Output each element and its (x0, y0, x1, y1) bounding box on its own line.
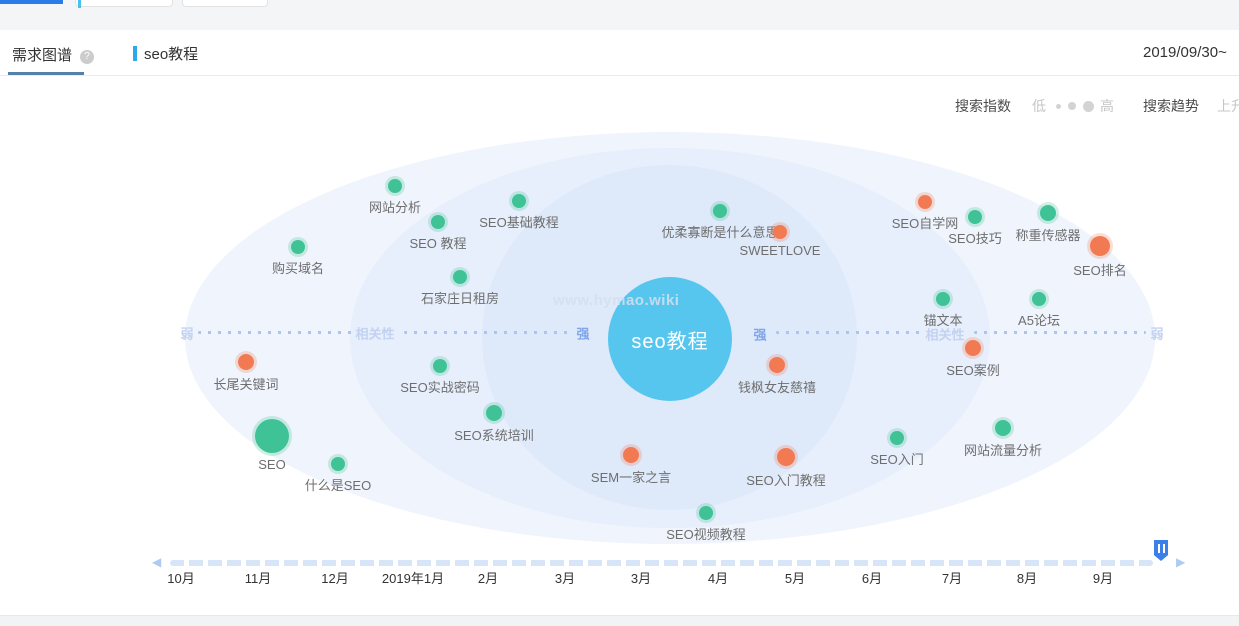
relevance-dotted-line (404, 331, 570, 334)
timeline-prev-icon[interactable]: ◀ (152, 555, 162, 569)
keyword-node-label: 购买域名 (271, 261, 325, 276)
legend-high-label: 高 (1100, 98, 1114, 114)
relevance-dotted-line (776, 331, 924, 334)
keyword-node-label: SEO (258, 457, 286, 472)
legend-low-label: 低 (1032, 98, 1046, 114)
tab-label: 需求图谱 (12, 47, 73, 64)
trend-down-dot (995, 420, 1011, 436)
trend-up-dot (238, 354, 254, 370)
keyword-node-label: SEO系统培训 (454, 428, 534, 443)
top-strip (0, 0, 1239, 31)
trend-down-dot (1040, 205, 1056, 221)
watermark: www.hymao.wiki (553, 292, 680, 309)
trend-down-dot (968, 210, 982, 224)
trend-down-dot (1032, 292, 1046, 306)
trend-down-dot (890, 431, 904, 445)
trend-up-dot (623, 447, 639, 463)
keyword-node-label: 称重传感器 (1015, 228, 1081, 243)
trend-down-dot (331, 457, 345, 471)
center-keyword-label: seo教程 (631, 330, 709, 353)
timeline-month-label: 2019年1月 (381, 571, 445, 586)
timeline-month-label: 8月 (1016, 571, 1038, 586)
keyword-node-label: SEO排名 (1073, 263, 1127, 278)
date-range: 2019/09/30~ (1143, 44, 1227, 61)
active-tab-underline (8, 72, 84, 75)
caret-mark-icon (78, 0, 81, 8)
keyword-title: seo教程 (144, 46, 199, 63)
timeline-month-label: 11月 (244, 571, 272, 586)
size-dot-small-icon (1056, 104, 1061, 109)
keyword-node-label: A5论坛 (1018, 313, 1060, 328)
keyword-node-label: SEM一家之言 (590, 470, 672, 485)
trend-rising-label: 上升 (1217, 98, 1239, 114)
keyword-node-label: SEO案例 (946, 363, 1000, 378)
keyword-node-label: 网站分析 (368, 200, 422, 215)
timeline-next-icon[interactable]: ▶ (1176, 555, 1186, 569)
trend-down-dot (486, 405, 502, 421)
trend-down-dot (936, 292, 950, 306)
trend-down-dot (255, 419, 289, 453)
chart-legend: 搜索指数 低 高 搜索趋势 上升 (0, 96, 1239, 116)
trend-down-dot (388, 179, 402, 193)
keyword-node-label: 什么是SEO (304, 478, 372, 493)
timeline-month-label: 4月 (707, 571, 729, 586)
trend-up-dot (918, 195, 932, 209)
keyword-marker (133, 46, 137, 61)
size-dot-large-icon (1083, 101, 1094, 112)
center-keyword-bubble[interactable]: seo教程 (608, 277, 732, 401)
keyword-node-label: SEO自学网 (891, 216, 959, 231)
panel-header: 需求图谱? seo教程 2019/09/30~ (0, 30, 1239, 76)
trend-up-dot (777, 448, 795, 466)
keyword-node-label: 钱枫女友慈禧 (737, 380, 817, 395)
relevance-dotted-line (974, 331, 1146, 334)
tab-demand-map[interactable]: 需求图谱? (12, 44, 95, 65)
timeline-month-label: 3月 (630, 571, 652, 586)
trend-up-dot (773, 225, 787, 239)
keyword-node-label: 优柔寡断是什么意思 (661, 225, 779, 240)
bottom-strip (0, 615, 1239, 626)
keyword-node-label: SEO技巧 (948, 231, 1002, 246)
trend-up-dot (769, 357, 785, 373)
trend-down-dot (291, 240, 305, 254)
keyword-node-label: SEO入门教程 (746, 473, 826, 488)
timeline-track[interactable] (170, 560, 1153, 566)
timeline-month-label: 9月 (1092, 571, 1114, 586)
top-partial-input-1 (75, 0, 173, 8)
trend-up-dot (1090, 236, 1110, 256)
timeline-month-label: 2月 (477, 571, 499, 586)
keyword-node-label: SEO视频教程 (666, 527, 746, 542)
timeline-month-label: 6月 (861, 571, 883, 586)
keyword-node-label: SEO入门 (870, 452, 924, 467)
timeline-month-label: 7月 (941, 571, 963, 586)
timeline-month-label: 10月 (167, 571, 195, 586)
trend-up-dot (965, 340, 981, 356)
keyword-node-label: 锚文本 (923, 313, 963, 328)
help-icon[interactable]: ? (80, 50, 95, 64)
keyword-node-label: 石家庄日租房 (420, 291, 500, 306)
keyword-node-label: SEO基础教程 (479, 215, 559, 230)
top-partial-input-2 (182, 0, 268, 7)
size-dot-medium-icon (1068, 102, 1076, 110)
relevance-dotted-line (198, 331, 358, 334)
timeline-slider-handle[interactable] (1154, 540, 1168, 561)
trend-down-dot (453, 270, 467, 284)
keyword-node-label: SWEETLOVE (739, 243, 821, 258)
timeline-month-label: 12月 (321, 571, 349, 586)
trend-down-dot (699, 506, 713, 520)
top-accent-bar (0, 0, 63, 4)
trend-down-dot (512, 194, 526, 208)
search-trend-label: 搜索趋势 (1143, 98, 1199, 114)
keyword-node-label: 网站流量分析 (963, 443, 1043, 458)
keyword-node-label: SEO实战密码 (400, 380, 480, 395)
keyword-node-label: SEO 教程 (409, 236, 467, 251)
keyword-title-group: seo教程 (133, 43, 198, 64)
search-index-label: 搜索指数 (955, 98, 1011, 114)
trend-down-dot (713, 204, 727, 218)
keyword-node-label: 长尾关键词 (213, 377, 279, 392)
trend-down-dot (431, 215, 445, 229)
timeline-month-label: 5月 (784, 571, 806, 586)
trend-down-dot (433, 359, 447, 373)
timeline-month-label: 3月 (554, 571, 576, 586)
